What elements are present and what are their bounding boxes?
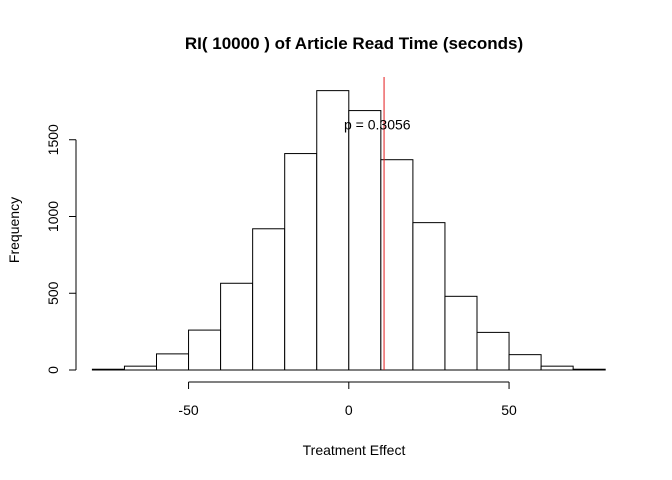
p-value-annotation: p = 0.3056 <box>344 116 411 132</box>
x-axis: -50 0 50 <box>178 381 517 418</box>
histogram-bar <box>252 228 286 371</box>
y-axis: 0 500 1000 1500 <box>45 124 77 374</box>
histogram-bar <box>444 295 478 371</box>
histogram-bar <box>316 90 350 371</box>
histogram-bar <box>188 329 222 371</box>
histogram-bar <box>380 159 414 371</box>
y-axis-label: Frequency <box>6 197 22 263</box>
x-tick-label: 50 <box>501 402 517 418</box>
histogram-bar <box>284 153 318 371</box>
x-tick-label: -50 <box>178 402 198 418</box>
histogram-bar <box>412 222 446 371</box>
histogram-bar <box>220 282 254 371</box>
x-axis-label: Treatment Effect <box>303 442 406 458</box>
histogram-bar <box>540 365 574 371</box>
y-tick-label: 1000 <box>45 201 61 232</box>
histogram-bar <box>91 368 125 371</box>
y-tick-label: 500 <box>45 281 61 305</box>
histogram-bars <box>91 90 606 371</box>
x-tick-label: 0 <box>345 402 353 418</box>
y-tick-label: 0 <box>45 366 61 374</box>
histogram-bar <box>123 365 157 371</box>
histogram-bar <box>156 353 190 371</box>
y-tick-label: 1500 <box>45 124 61 155</box>
histogram-bar <box>508 354 542 371</box>
histogram-bar <box>572 368 606 371</box>
histogram-bar <box>476 331 510 371</box>
chart-title: RI( 10000 ) of Article Read Time (second… <box>185 34 523 53</box>
histogram-bar <box>348 110 382 371</box>
